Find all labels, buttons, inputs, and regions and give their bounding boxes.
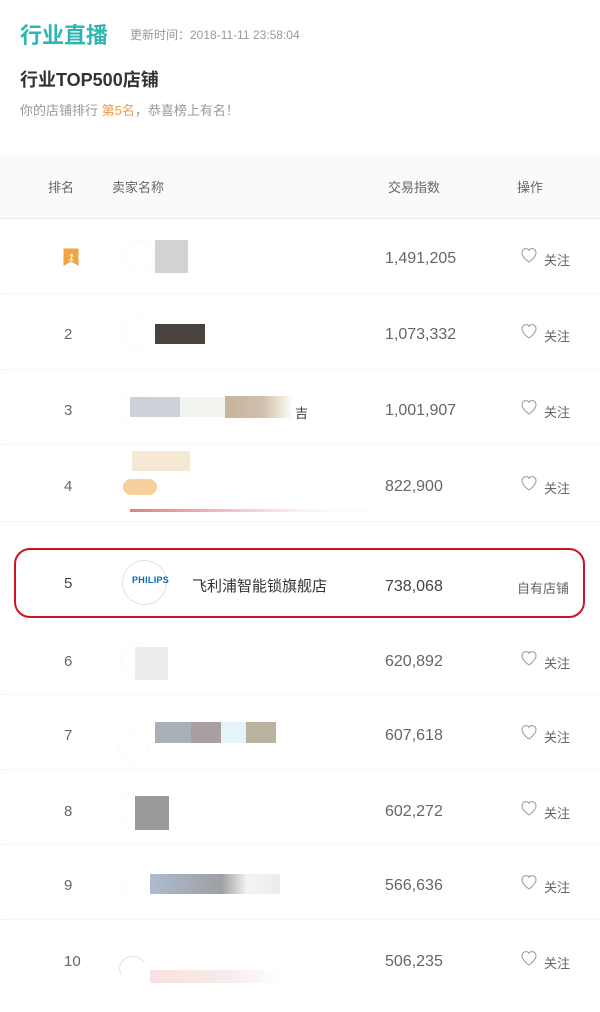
svg-text:1: 1 [69, 253, 74, 264]
